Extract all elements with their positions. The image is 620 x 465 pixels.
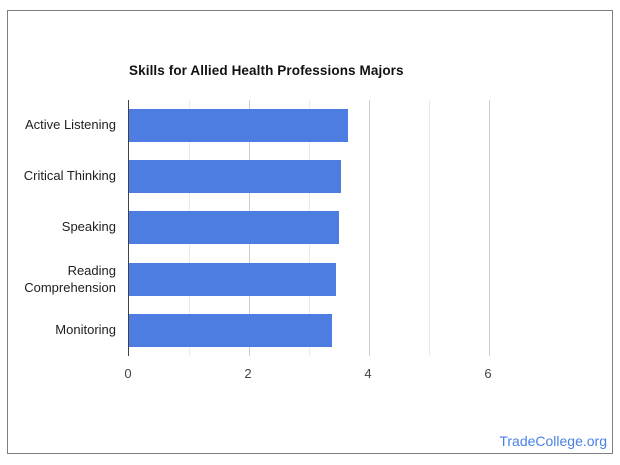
chart-title: Skills for Allied Health Professions Maj… xyxy=(129,63,404,78)
bar-critical-thinking xyxy=(129,160,341,193)
gridline-4 xyxy=(369,100,370,356)
x-tick-label-6: 6 xyxy=(484,366,492,381)
watermark-link[interactable]: TradeCollege.org xyxy=(499,433,607,449)
x-axis-ticks: 0 2 4 6 xyxy=(8,366,612,382)
y-axis-labels: Active Listening Critical Thinking Speakin… xyxy=(8,100,122,356)
bar-active-listening xyxy=(129,109,348,142)
gridline-5 xyxy=(429,100,430,356)
chart-frame: Skills for Allied Health Professions Maj… xyxy=(7,10,613,454)
x-tick-label-0: 0 xyxy=(124,366,132,381)
bar-speaking xyxy=(129,211,339,244)
x-tick-label-4: 4 xyxy=(364,366,372,381)
category-label-reading-comprehension: Reading Comprehension xyxy=(24,263,116,295)
category-label-active-listening: Active Listening xyxy=(24,117,116,133)
plot-area xyxy=(128,100,550,356)
category-label-speaking: Speaking xyxy=(61,219,116,235)
category-label-monitoring: Monitoring xyxy=(55,322,116,338)
category-label-critical-thinking: Critical Thinking xyxy=(23,168,116,184)
x-tick-label-2: 2 xyxy=(244,366,252,381)
gridline-6 xyxy=(489,100,490,356)
bar-monitoring xyxy=(129,314,332,347)
bar-reading-comprehension xyxy=(129,263,336,296)
